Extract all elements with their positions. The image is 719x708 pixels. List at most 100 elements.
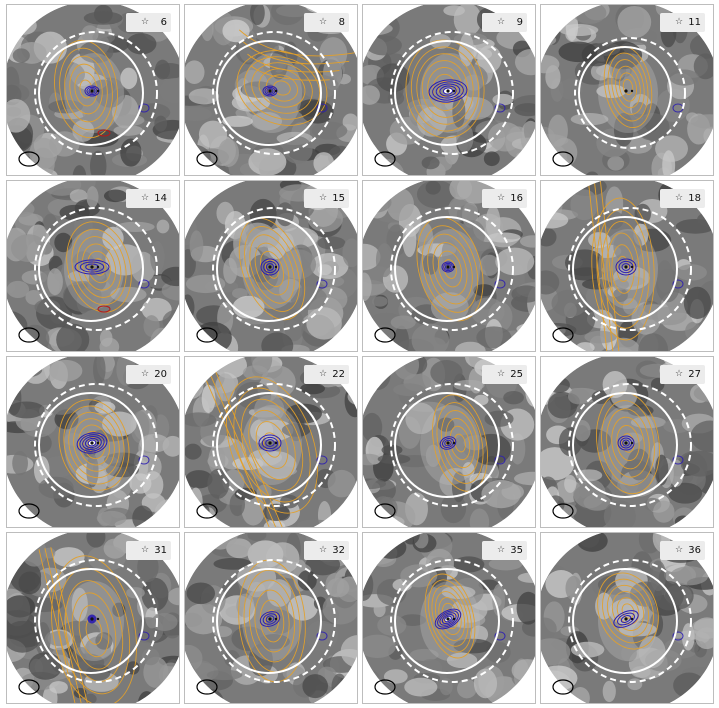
beam-ellipse (196, 151, 218, 167)
star-icon: ☆ (141, 193, 150, 203)
panel-id-label: 11 (688, 17, 701, 28)
star-icon: ☆ (319, 369, 328, 379)
aperture-circle (38, 216, 144, 322)
panel-id-tag: ☆ 20 (126, 365, 171, 384)
orange-contours (416, 216, 484, 322)
dashed-aperture-circle (212, 31, 336, 155)
dashed-aperture-circle (34, 207, 158, 331)
dashed-aperture-circle (212, 559, 336, 683)
panel-id-label: 35 (510, 545, 523, 556)
beam-ellipse (552, 327, 574, 343)
dashed-aperture-circle (568, 207, 692, 331)
panel-id-label: 18 (688, 193, 701, 204)
beam-ellipse (374, 327, 396, 343)
dashed-aperture-circle (390, 31, 514, 155)
map-panel: ☆ 35 (362, 532, 536, 704)
map-panel: ☆ 32 (184, 532, 358, 704)
blue-contours (439, 436, 457, 450)
aperture-circle (578, 46, 672, 140)
map-panel: ☆ 20 (6, 356, 180, 528)
beam-ellipse (196, 327, 218, 343)
star-icon: ☆ (319, 17, 328, 27)
aperture-circle (38, 568, 144, 674)
panel-id-tag: ☆ 14 (126, 189, 171, 208)
beam-ellipse (552, 503, 574, 519)
beam-ellipse (196, 679, 218, 695)
dashed-aperture-circle (34, 383, 158, 507)
dashed-aperture-circle (212, 383, 336, 507)
aperture-circle (572, 392, 678, 498)
star-icon: ☆ (497, 369, 506, 379)
map-panel: ☆ 22 (184, 356, 358, 528)
orange-contours (38, 547, 137, 703)
dashed-aperture-circle (34, 31, 158, 155)
blue-contours (613, 610, 639, 628)
beam-ellipse (18, 679, 40, 695)
star-icon: ☆ (497, 17, 506, 27)
map-image (185, 181, 357, 351)
beam-ellipse (374, 503, 396, 519)
orange-contours (405, 39, 485, 139)
aperture-circle (572, 568, 678, 674)
map-panel: ☆ 6 (6, 4, 180, 176)
panel-id-tag: ☆ 9 (482, 13, 527, 32)
star-icon: ☆ (141, 545, 150, 555)
map-panel: ☆ 15 (184, 180, 358, 352)
aperture-circle (572, 216, 678, 322)
panel-id-tag: ☆ 25 (482, 365, 527, 384)
aperture-circle (394, 40, 500, 146)
panel-id-tag: ☆ 27 (660, 365, 705, 384)
beam-ellipse (552, 151, 574, 167)
panel-id-label: 14 (154, 193, 167, 204)
aperture-circle (38, 392, 144, 498)
beam-ellipse (18, 503, 40, 519)
map-image (185, 533, 357, 703)
panel-id-label: 16 (510, 193, 523, 204)
star-icon: ☆ (675, 17, 684, 27)
map-image (185, 357, 357, 527)
blue-contours (258, 434, 282, 452)
panel-id-tag: ☆ 6 (126, 13, 171, 32)
star-icon: ☆ (675, 193, 684, 203)
panel-id-tag: ☆ 31 (126, 541, 171, 560)
star-icon: ☆ (497, 545, 506, 555)
panel-id-label: 27 (688, 369, 701, 380)
map-image (541, 5, 713, 175)
panel-id-label: 31 (154, 545, 167, 556)
star-icon: ☆ (497, 193, 506, 203)
aperture-circle (394, 392, 500, 498)
panel-id-tag: ☆ 16 (482, 189, 527, 208)
beam-ellipse (374, 679, 396, 695)
beam-ellipse (18, 151, 40, 167)
star-icon: ☆ (319, 545, 328, 555)
beam-ellipse (18, 327, 40, 343)
map-panel: ☆ 27 (540, 356, 714, 528)
map-image (541, 533, 713, 703)
map-panel: ☆ 11 (540, 4, 714, 176)
map-panel: ☆ 8 (184, 4, 358, 176)
orange-contours (597, 572, 659, 650)
dashed-aperture-circle (568, 383, 692, 507)
map-panel: ☆ 14 (6, 180, 180, 352)
beam-ellipse (374, 151, 396, 167)
panel-id-label: 6 (160, 17, 167, 28)
map-panel: ☆ 36 (540, 532, 714, 704)
aperture-circle (394, 216, 500, 322)
panel-id-tag: ☆ 35 (482, 541, 527, 560)
orange-contours (66, 221, 132, 313)
orange-contours (587, 181, 655, 351)
panel-id-tag: ☆ 15 (304, 189, 349, 208)
star-icon: ☆ (319, 193, 328, 203)
dashed-aperture-circle (568, 559, 692, 683)
map-image (363, 533, 535, 703)
panel-id-tag: ☆ 8 (304, 13, 349, 32)
panel-id-tag: ☆ 11 (660, 13, 705, 32)
panel-id-label: 32 (332, 545, 345, 556)
map-panel: ☆ 31 (6, 532, 180, 704)
aperture-circle (216, 392, 322, 498)
map-image (363, 181, 535, 351)
panel-id-label: 9 (516, 17, 523, 28)
dashed-aperture-circle (212, 207, 336, 331)
orange-contours (603, 45, 653, 129)
